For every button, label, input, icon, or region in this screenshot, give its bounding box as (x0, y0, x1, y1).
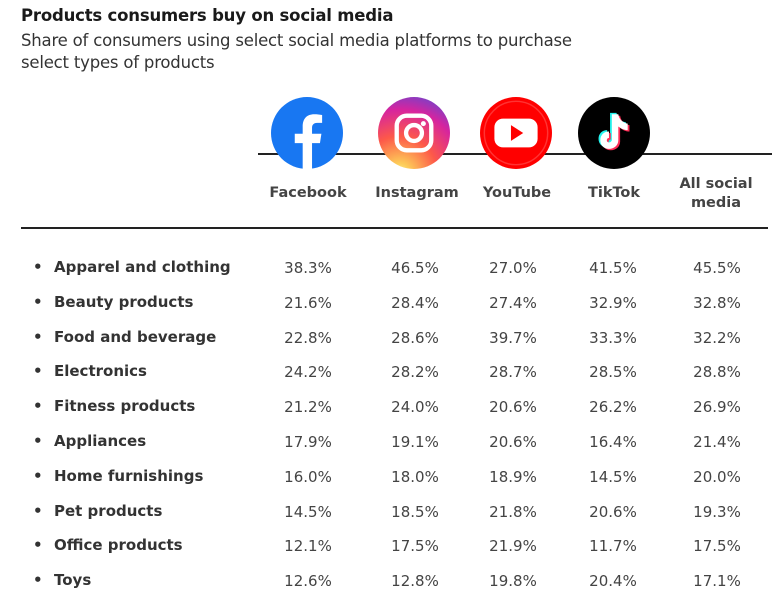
bullet-icon: • (33, 327, 43, 346)
table-row: • Office products 12.1% 17.5% 21.9% 11.7% 17.5… (0, 536, 781, 570)
row-label: Food and beverage (54, 327, 217, 346)
instagram-logo-icon (378, 97, 450, 169)
col-header-facebook: Facebook (269, 185, 347, 201)
col-header-tiktok: TikTok (587, 185, 641, 201)
cell-value: 16.0% (284, 467, 332, 486)
cell-value: 12.8% (391, 572, 439, 591)
cell-value: 21.8% (489, 502, 537, 521)
table-row: • Food and beverage 22.8% 28.6% 39.7% 33.3% 32… (0, 328, 781, 362)
cell-value: 21.9% (489, 537, 537, 556)
cell-value: 33.3% (589, 328, 637, 347)
row-label: Beauty products (54, 292, 194, 311)
cell-value: 28.4% (391, 293, 439, 312)
cell-value: 26.9% (693, 398, 741, 417)
table-row: • Fitness products 21.2% 24.0% 20.6% 26.2% 26.… (0, 397, 781, 431)
cell-value: 26.2% (589, 398, 637, 417)
row-label: Fitness products (54, 397, 196, 416)
bullet-icon: • (33, 292, 43, 311)
cell-value: 11.7% (589, 537, 637, 556)
chart-title: Products consumers buy on social media (21, 6, 394, 25)
cell-value: 28.6% (391, 328, 439, 347)
cell-value: 21.4% (693, 433, 741, 451)
cell-value: 19.1% (391, 433, 439, 451)
row-label: Home furnishings (54, 466, 204, 485)
bullet-icon: • (33, 466, 43, 485)
cell-value: 14.5% (589, 467, 637, 486)
cell-value: 28.7% (489, 363, 537, 382)
cell-value: 20.0% (693, 467, 741, 486)
table-row: • Apparel and clothing 38.3% 46.5% 27.0% 41.5… (0, 258, 781, 292)
cell-value: 38.3% (284, 259, 332, 277)
cell-value: 24.2% (284, 363, 332, 382)
cell-value: 45.5% (693, 259, 741, 277)
bullet-icon: • (33, 432, 43, 450)
col-header-youtube: YouTube (482, 185, 552, 201)
cell-value: 18.5% (391, 502, 439, 521)
table-row: • Home furnishings 16.0% 18.0% 18.9% 14.5% 20.… (0, 467, 781, 501)
cell-value: 17.5% (391, 537, 439, 556)
table-row: • Pet products 14.5% 18.5% 21.8% 20.6% 19.3% (0, 502, 781, 536)
row-label: Office products (54, 536, 183, 555)
cell-value: 32.2% (693, 328, 741, 347)
bullet-icon: • (33, 501, 43, 520)
table-row: • Electronics 24.2% 28.2% 28.7% 28.5% 28.8% (0, 362, 781, 396)
row-label: Pet products (54, 501, 163, 520)
row-label: Toys (54, 571, 92, 590)
cell-value: 17.9% (284, 433, 332, 451)
table-rule (21, 227, 768, 229)
tiktok-logo-icon (578, 97, 650, 169)
youtube-logo-icon (480, 97, 552, 169)
bullet-icon: • (33, 571, 43, 590)
table-row: • Appliances 17.9% 19.1% 20.6% 16.4% 21.4% (0, 432, 781, 466)
cell-value: 19.3% (693, 502, 741, 521)
cell-value: 28.8% (693, 363, 741, 382)
row-label: Electronics (54, 362, 147, 381)
cell-value: 39.7% (489, 328, 537, 347)
facebook-logo-icon (271, 97, 343, 169)
cell-value: 21.6% (284, 293, 332, 312)
cell-value: 28.2% (391, 363, 439, 382)
cell-value: 17.5% (693, 537, 741, 556)
cell-value: 21.2% (284, 398, 332, 417)
cell-value: 32.8% (693, 293, 741, 312)
row-label: Appliances (54, 432, 147, 450)
bullet-icon: • (33, 258, 43, 276)
cell-value: 46.5% (391, 259, 439, 277)
cell-value: 20.6% (589, 502, 637, 521)
cell-value: 20.6% (489, 433, 537, 451)
cell-value: 12.1% (284, 537, 332, 556)
row-label: Apparel and clothing (54, 258, 231, 276)
cell-value: 27.4% (489, 293, 537, 312)
cell-value: 32.9% (589, 293, 637, 312)
cell-value: 12.6% (284, 572, 332, 591)
cell-value: 28.5% (589, 363, 637, 382)
cell-value: 20.6% (489, 398, 537, 417)
bullet-icon: • (33, 536, 43, 555)
cell-value: 27.0% (489, 259, 537, 277)
table-row: • Beauty products 21.6% 28.4% 27.4% 32.9% 32.8… (0, 293, 781, 327)
bullet-icon: • (33, 362, 43, 381)
col-header-instagram: Instagram (375, 185, 459, 201)
cell-value: 17.1% (693, 572, 741, 591)
cell-value: 19.8% (489, 572, 537, 591)
cell-value: 20.4% (589, 572, 637, 591)
cell-value: 14.5% (284, 502, 332, 521)
cell-value: 22.8% (284, 328, 332, 347)
cell-value: 41.5% (589, 259, 637, 277)
cell-value: 16.4% (589, 433, 637, 451)
bullet-icon: • (33, 397, 43, 416)
cell-value: 18.0% (391, 467, 439, 486)
cell-value: 18.9% (489, 467, 537, 486)
cell-value: 24.0% (391, 398, 439, 417)
chart-subtitle: Share of consumers using select social m… (21, 31, 572, 72)
table-row: • Toys 12.6% 12.8% 19.8% 20.4% 17.1% (0, 571, 781, 605)
col-header-all-social: All social media (679, 176, 753, 211)
